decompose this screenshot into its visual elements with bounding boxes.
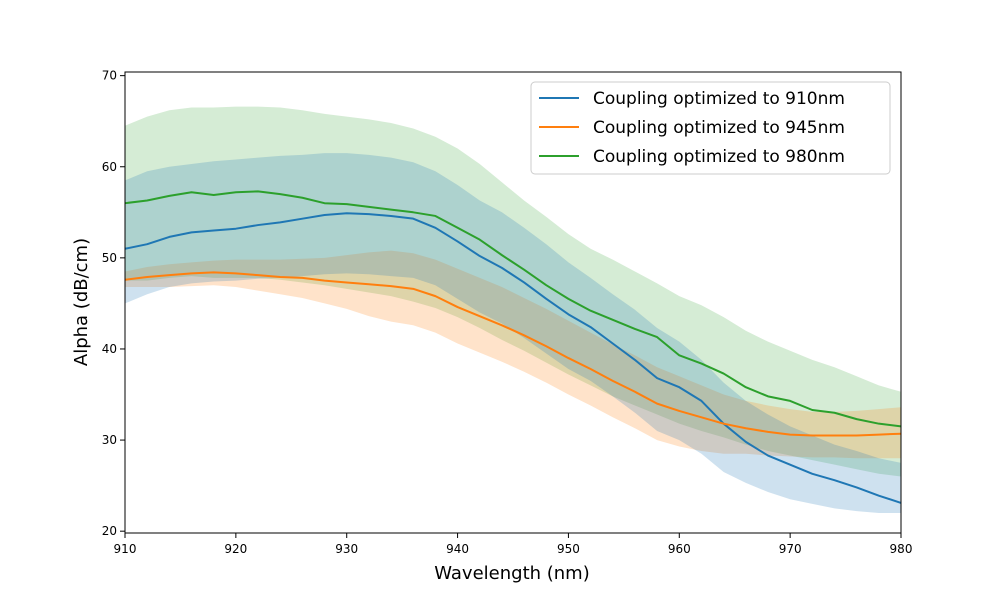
legend-label-series-1: Coupling optimized to 910nm: [593, 89, 845, 109]
line-series-2: [124, 271, 902, 437]
x-tick-label: 940: [446, 542, 469, 556]
x-axis-label: Wavelength (nm): [434, 563, 590, 584]
x-tick-label: 960: [668, 542, 691, 556]
y-tick-label: 50: [102, 251, 117, 265]
x-tick-label: 970: [779, 542, 802, 556]
y-tick-label: 40: [102, 342, 117, 356]
band-series-3: [125, 106, 901, 477]
x-tick-label: 930: [335, 542, 358, 556]
y-tick-label: 70: [102, 69, 117, 83]
legend-label-series-2: Coupling optimized to 945nm: [593, 118, 845, 138]
y-axis-label: Alpha (dB/cm): [71, 238, 92, 366]
line-series-3: [124, 190, 902, 428]
line-series-1: [124, 212, 902, 504]
plot-frame: [124, 71, 902, 534]
y-tick-label: 60: [102, 160, 117, 174]
y-tick-label: 20: [102, 524, 117, 538]
x-tick-label: 980: [890, 542, 913, 556]
legend-box: [530, 81, 891, 175]
x-tick-label: 950: [557, 542, 580, 556]
series-lines: [124, 190, 902, 504]
x-tick-label: 920: [224, 542, 247, 556]
band-series-1: [125, 153, 901, 513]
axes: 910 920 930 940 950 960 970 980 20 30 40 50 60 70: [102, 69, 913, 556]
x-tick-label: 910: [114, 542, 137, 556]
legend-label-series-3: Coupling optimized to 980nm: [593, 147, 845, 167]
legend: Coupling optimized to 910nm Coupling opti…: [530, 81, 891, 175]
y-tick-label: 30: [102, 433, 117, 447]
